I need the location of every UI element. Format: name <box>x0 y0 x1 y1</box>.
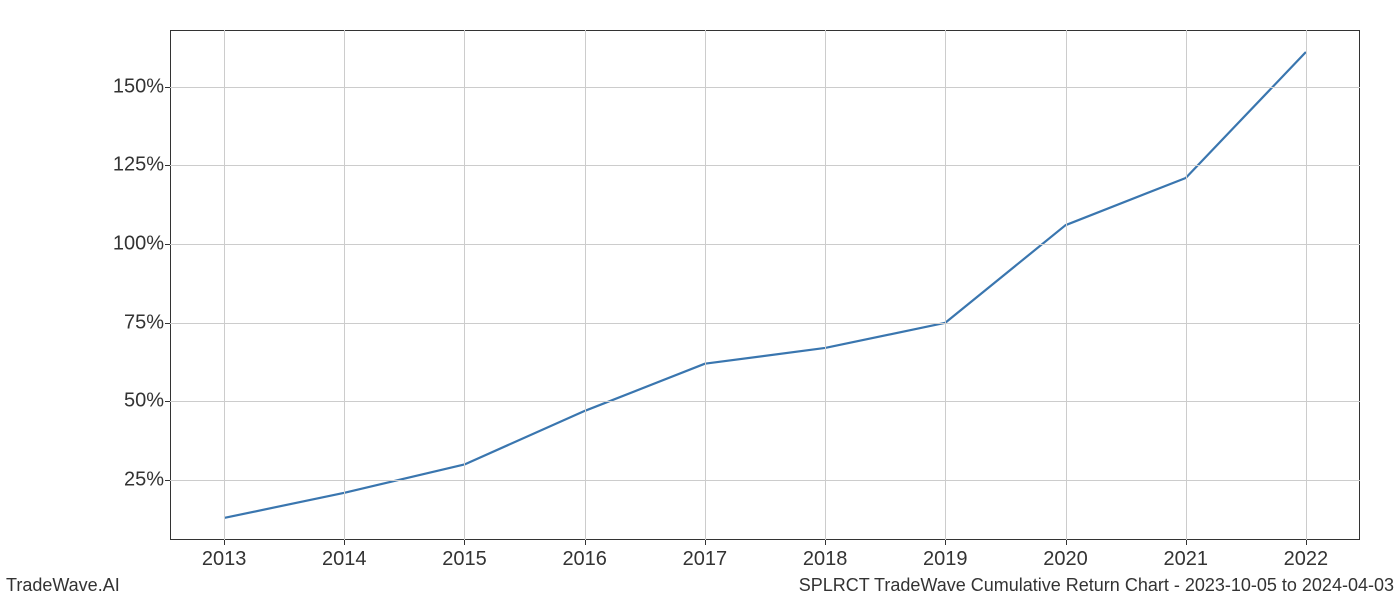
footer-left-label: TradeWave.AI <box>6 575 120 596</box>
x-tick-label: 2017 <box>683 548 728 571</box>
grid-line-vertical <box>1306 30 1307 540</box>
x-tick-label: 2013 <box>202 548 247 571</box>
y-tick-mark <box>165 87 170 88</box>
grid-line-horizontal <box>170 480 1360 481</box>
x-tick-label: 2014 <box>322 548 367 571</box>
x-tick-mark <box>1066 540 1067 545</box>
y-tick-label: 75% <box>124 311 164 334</box>
x-tick-mark <box>825 540 826 545</box>
y-tick-mark <box>165 165 170 166</box>
grid-line-horizontal <box>170 165 1360 166</box>
grid-line-vertical <box>705 30 706 540</box>
grid-line-horizontal <box>170 87 1360 88</box>
y-tick-mark <box>165 480 170 481</box>
grid-line-horizontal <box>170 401 1360 402</box>
x-tick-mark <box>585 540 586 545</box>
y-tick-mark <box>165 323 170 324</box>
footer-right-label: SPLRCT TradeWave Cumulative Return Chart… <box>799 575 1394 596</box>
grid-line-vertical <box>945 30 946 540</box>
grid-line-vertical <box>464 30 465 540</box>
y-tick-mark <box>165 244 170 245</box>
grid-line-vertical <box>224 30 225 540</box>
chart-plot-area <box>170 30 1360 540</box>
grid-line-vertical <box>585 30 586 540</box>
x-tick-mark <box>705 540 706 545</box>
x-tick-mark <box>224 540 225 545</box>
y-tick-label: 125% <box>113 154 164 177</box>
grid-line-vertical <box>1066 30 1067 540</box>
grid-line-vertical <box>825 30 826 540</box>
x-tick-mark <box>1186 540 1187 545</box>
x-tick-label: 2019 <box>923 548 968 571</box>
x-tick-label: 2016 <box>562 548 607 571</box>
y-tick-label: 50% <box>124 390 164 413</box>
grid-line-vertical <box>344 30 345 540</box>
grid-line-horizontal <box>170 244 1360 245</box>
y-tick-label: 100% <box>113 233 164 256</box>
grid-line-vertical <box>1186 30 1187 540</box>
line-series-svg <box>170 30 1360 540</box>
x-tick-label: 2018 <box>803 548 848 571</box>
x-tick-label: 2015 <box>442 548 487 571</box>
x-tick-label: 2022 <box>1284 548 1329 571</box>
y-tick-label: 150% <box>113 75 164 98</box>
x-tick-label: 2021 <box>1163 548 1208 571</box>
x-tick-mark <box>464 540 465 545</box>
x-tick-label: 2020 <box>1043 548 1088 571</box>
x-tick-mark <box>945 540 946 545</box>
x-tick-mark <box>1306 540 1307 545</box>
y-tick-mark <box>165 401 170 402</box>
x-tick-mark <box>344 540 345 545</box>
line-series <box>224 52 1306 518</box>
grid-line-horizontal <box>170 323 1360 324</box>
y-tick-label: 25% <box>124 469 164 492</box>
